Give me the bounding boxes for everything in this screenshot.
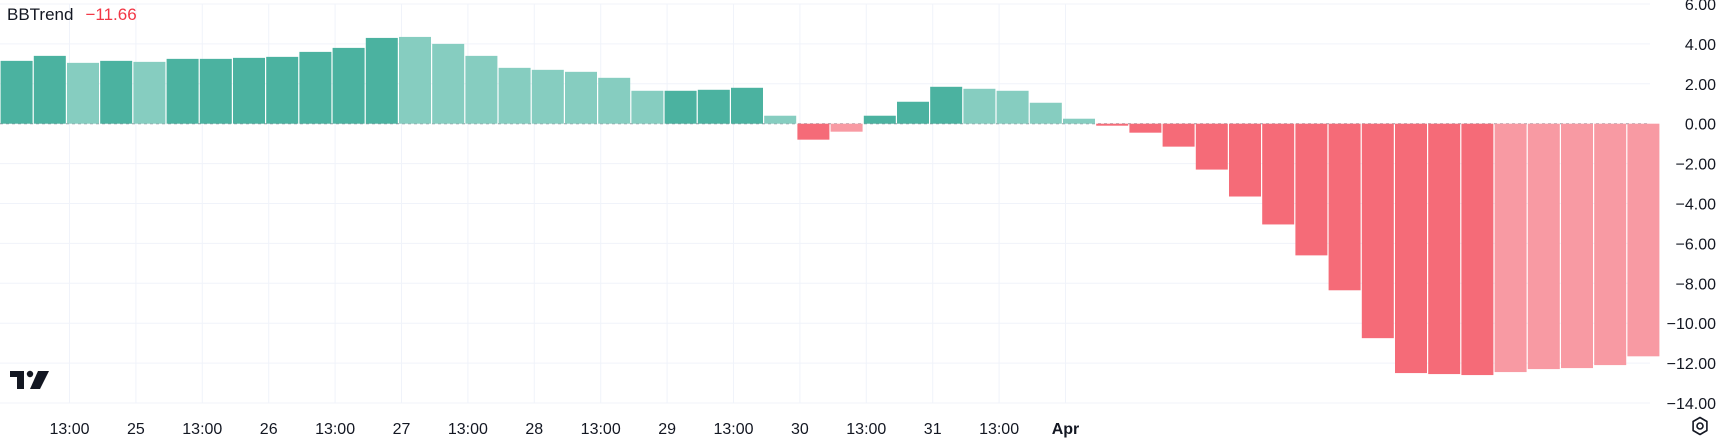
y-tick-label: −12.00 xyxy=(1667,356,1716,373)
histogram-bar xyxy=(133,61,166,124)
y-tick-label: −4.00 xyxy=(1676,197,1717,214)
histogram-bar xyxy=(1295,123,1328,256)
histogram-bar xyxy=(1494,123,1527,373)
settings-gear-icon[interactable] xyxy=(1690,416,1710,441)
y-tick-label: 4.00 xyxy=(1685,37,1716,54)
x-tick-label: 29 xyxy=(658,421,676,438)
x-tick-label: 13:00 xyxy=(49,421,89,438)
y-tick-label: 2.00 xyxy=(1685,77,1716,94)
histogram-bar xyxy=(299,51,332,124)
histogram-bar xyxy=(1561,123,1593,369)
histogram-bar xyxy=(1328,123,1361,291)
x-tick-label: 28 xyxy=(525,421,543,438)
histogram-bar xyxy=(797,123,830,140)
histogram-bar xyxy=(1162,123,1195,147)
histogram-bar xyxy=(233,57,265,124)
histogram-bar xyxy=(830,123,863,132)
indicator-name: BBTrend xyxy=(7,5,74,24)
histogram-bar xyxy=(1594,123,1627,366)
y-tick-label: 6.00 xyxy=(1685,0,1716,14)
x-tick-label: 30 xyxy=(791,421,809,438)
histogram-bar xyxy=(664,90,697,124)
y-tick-label: −6.00 xyxy=(1676,236,1717,253)
x-axis: 13:00 25 13:00 26 13:00 27 13:00 28 13:00 29 13:00… xyxy=(49,421,1079,438)
histogram-bar xyxy=(1527,123,1560,370)
histogram-bar xyxy=(764,115,797,124)
x-tick-label: 13:00 xyxy=(315,421,355,438)
x-tick-label: 31 xyxy=(924,421,942,438)
histogram-bar xyxy=(266,56,299,124)
histogram-bar xyxy=(930,86,963,124)
tradingview-logo-icon[interactable] xyxy=(10,369,50,396)
x-tick-label: 13:00 xyxy=(846,421,886,438)
x-tick-label: 13:00 xyxy=(581,421,621,438)
histogram-bar xyxy=(67,62,99,124)
x-tick-label: 13:00 xyxy=(448,421,488,438)
indicator-value: −11.66 xyxy=(85,5,137,24)
histogram-bar xyxy=(1262,123,1295,225)
y-tick-label: −14.00 xyxy=(1667,396,1716,413)
x-tick-label: 27 xyxy=(393,421,411,438)
y-axis: 6.00 4.00 2.00 0.00 −2.00 −4.00 −6.00 −8.00 −10.… xyxy=(1667,0,1716,413)
histogram-bar xyxy=(731,87,763,124)
histogram-bar xyxy=(365,37,398,124)
histogram-bars xyxy=(0,36,1660,376)
histogram-bar xyxy=(963,88,996,124)
histogram-bar xyxy=(1361,123,1394,339)
histogram-bar xyxy=(565,71,597,124)
y-tick-label: −2.00 xyxy=(1676,157,1717,174)
histogram-bar xyxy=(631,90,664,124)
histogram-bar xyxy=(1395,123,1427,374)
histogram-bar xyxy=(1063,118,1095,124)
histogram-bar xyxy=(1096,123,1129,126)
histogram-bar xyxy=(1461,123,1494,376)
histogram-bar xyxy=(996,90,1029,124)
y-tick-label: −10.00 xyxy=(1667,316,1716,333)
histogram-bar xyxy=(598,77,631,124)
histogram-bar xyxy=(199,58,232,124)
histogram-bar xyxy=(531,69,564,124)
histogram-bar xyxy=(1229,123,1261,197)
histogram-bar xyxy=(1195,123,1228,170)
y-tick-label: 0.00 xyxy=(1685,117,1716,134)
indicator-legend: BBTrend −11.66 xyxy=(7,5,137,25)
histogram-bar xyxy=(1029,102,1062,124)
y-tick-label: −8.00 xyxy=(1676,276,1717,293)
histogram-bar xyxy=(465,55,498,124)
x-tick-label: 26 xyxy=(260,421,278,438)
histogram-bar xyxy=(897,101,929,124)
histogram-bar xyxy=(1627,123,1660,357)
histogram-bar xyxy=(0,60,33,124)
histogram-bar xyxy=(498,67,531,124)
histogram-bar xyxy=(863,115,896,124)
histogram-bar xyxy=(100,60,133,124)
histogram-bar xyxy=(1129,123,1162,133)
histogram-bar xyxy=(33,55,66,124)
histogram-bar xyxy=(399,36,431,124)
x-tick-label: 13:00 xyxy=(979,421,1019,438)
histogram-bar xyxy=(697,89,730,124)
x-tick-label: 13:00 xyxy=(713,421,753,438)
histogram-bar xyxy=(432,43,465,124)
histogram-bar xyxy=(332,47,365,124)
x-tick-label: 13:00 xyxy=(182,421,222,438)
x-tick-label: Apr xyxy=(1052,421,1080,438)
histogram-bar xyxy=(166,58,199,124)
histogram-bar xyxy=(1428,123,1461,375)
x-tick-label: 25 xyxy=(127,421,145,438)
